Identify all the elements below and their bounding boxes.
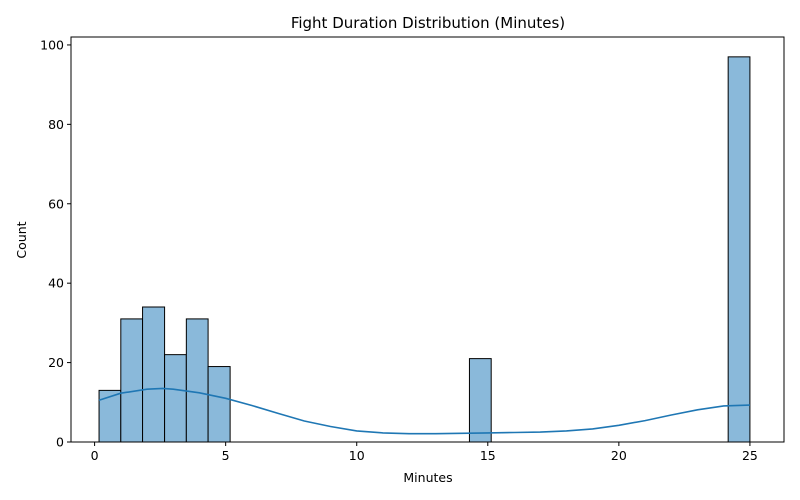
histogram-bar-7 [727,56,751,443]
y-tick-label: 100 [40,37,64,52]
x-tick-label: 20 [611,448,627,463]
histogram-bar-0 [98,389,122,443]
histogram-bar-2 [142,306,166,443]
x-axis-ticks: 0 5 10 15 20 25 [91,442,758,463]
y-tick-label: 0 [56,435,64,450]
histogram-bar-3 [164,354,187,443]
x-tick-label: 25 [742,448,758,463]
x-tick-label: 15 [480,448,496,463]
y-tick-label: 40 [48,276,64,291]
kde-layer [98,387,750,435]
x-tick-label: 10 [349,448,365,463]
x-tick-label: 5 [222,448,230,463]
plot-frame [70,36,785,443]
x-tick-label: 0 [91,448,99,463]
histogram-bar-1 [120,318,144,443]
kde-line [98,387,750,435]
y-axis-ticks: 0 20 40 60 80 100 [40,37,71,450]
histogram-bar-5 [207,366,231,443]
x-axis-label: Minutes [403,470,452,485]
histogram-bar-6 [468,358,492,443]
histogram-bar-4 [185,318,209,443]
y-tick-label: 60 [48,196,64,211]
y-tick-label: 80 [48,117,64,132]
y-axis-label: Count [14,221,29,258]
chart-title: Fight Duration Distribution (Minutes) [291,14,565,32]
y-tick-label: 20 [48,355,64,370]
bars-layer [98,56,751,443]
